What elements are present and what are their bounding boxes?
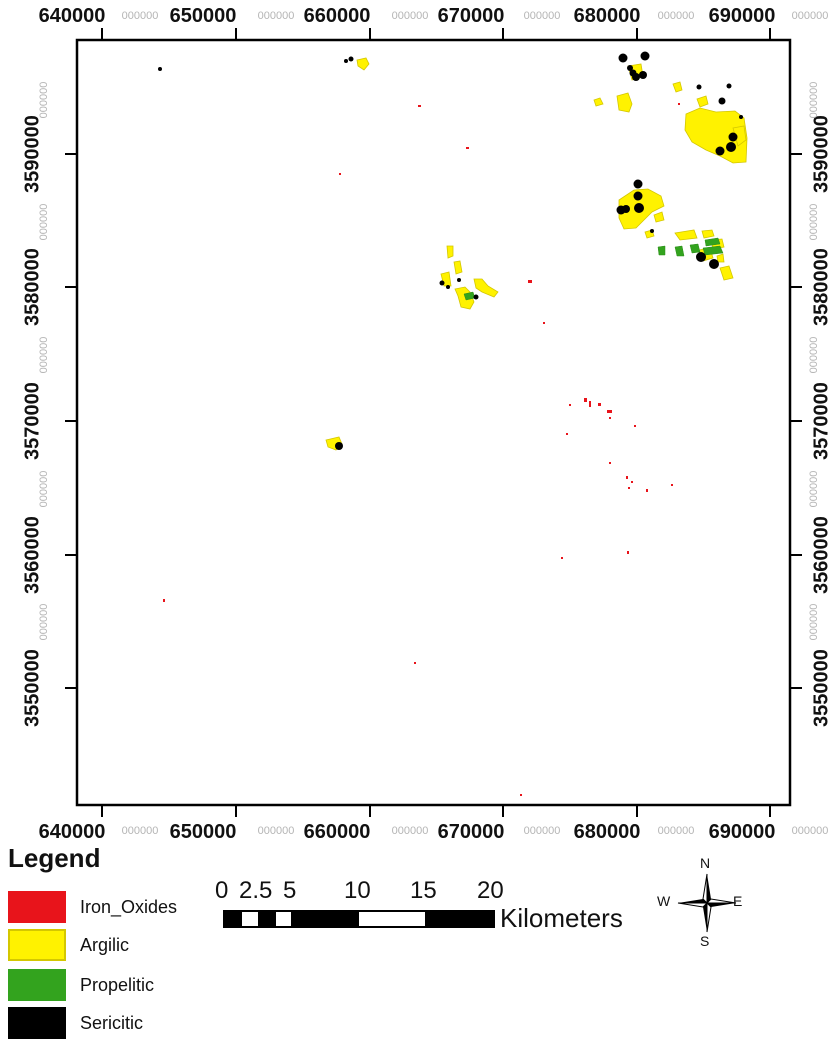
north-arrow-n: N [700,855,711,871]
iron-oxide-zones [163,103,680,796]
y-tick-left-4: 3550000 [21,649,43,727]
y-minor-left-4: 000000 [38,604,50,641]
y-minor-left-0: 000000 [38,82,50,119]
map-border [75,38,792,807]
x-tick-bottom-2: 660000 [304,821,371,843]
y-axis-right: 3590000 3580000 3570000 3560000 3550000 … [808,82,832,727]
x-tick-top-4: 680000 [574,5,641,27]
x-tick-bottom-0: 640000 [39,821,106,843]
x-minor-top-5: 000000 [792,10,829,22]
y-tick-right-2: 3570000 [810,382,832,460]
north-arrow-icon [677,873,737,933]
x-minor-bottom-4: 000000 [658,825,695,837]
y-tick-right-0: 3590000 [810,115,832,193]
x-minor-bottom-0: 000000 [122,825,159,837]
y-minor-left-3: 000000 [38,471,50,508]
x-minor-top-3: 000000 [524,10,561,22]
scale-num-3: 10 [344,877,371,904]
y-tick-left-3: 3560000 [21,516,43,594]
x-tick-bottom-4: 680000 [574,821,641,843]
scale-num-0: 0 [215,877,229,904]
legend-label-sericitic: Sericitic [80,1013,144,1033]
legend-swatch-sericitic [8,1007,66,1039]
propelitic-zones [463,237,724,301]
legend-label-iron-oxides: Iron_Oxides [80,897,178,917]
x-minor-top-4: 000000 [658,10,695,22]
y-axis-left: 3590000 3580000 3570000 3560000 3550000 … [21,82,50,727]
y-tick-left-0: 3590000 [21,115,43,193]
x-axis-bottom: 640000 650000 660000 670000 680000 69000… [39,821,829,843]
tick-marks [65,28,802,817]
scale-num-1: 2.5 [239,877,273,904]
y-tick-right-1: 3580000 [810,248,832,326]
y-minor-left-2: 000000 [38,337,50,374]
x-minor-bottom-1: 000000 [258,825,295,837]
x-tick-top-3: 670000 [438,5,505,27]
x-minor-bottom-3: 000000 [524,825,561,837]
scale-num-5: 20 [477,877,504,904]
legend-item-argilic: Argilic [8,929,208,963]
x-tick-top-0: 640000 [39,5,106,27]
scale-num-4: 15 [410,877,437,904]
x-tick-bottom-5: 690000 [709,821,776,843]
legend-item-propelitic: Propelitic [8,969,208,1003]
x-minor-bottom-5: 000000 [792,825,829,837]
x-tick-bottom-1: 650000 [170,821,237,843]
north-arrow-w: W [657,893,671,909]
legend-label-argilic: Argilic [80,935,130,955]
north-arrow-s: S [700,933,710,949]
x-minor-bottom-2: 000000 [392,825,429,837]
legend-swatch-propelitic [8,969,66,1001]
x-tick-top-5: 690000 [709,5,776,27]
y-tick-right-4: 3550000 [810,649,832,727]
legend-item-iron-oxides: Iron_Oxides [8,891,208,925]
scale-bar [223,910,495,928]
map-frame: 640000 650000 660000 670000 680000 69000… [21,5,832,843]
y-minor-right-1: 000000 [808,204,820,241]
scale-unit: Kilometers [500,903,623,933]
y-minor-right-4: 000000 [808,604,820,641]
y-tick-left-1: 3580000 [21,248,43,326]
legend-item-sericitic: Sericitic [8,1007,208,1041]
y-tick-left-2: 3570000 [21,382,43,460]
y-minor-right-2: 000000 [808,337,820,374]
legend-label-propelitic: Propelitic [80,975,155,995]
x-tick-bottom-3: 670000 [438,821,505,843]
x-axis-top: 640000 650000 660000 670000 680000 69000… [39,5,829,27]
x-minor-top-0: 000000 [122,10,159,22]
sericitic-zones [158,51,743,450]
x-minor-top-2: 000000 [392,10,429,22]
y-tick-right-3: 3560000 [810,516,832,594]
scale-num-2: 5 [283,877,297,904]
y-minor-right-0: 000000 [808,82,820,119]
x-tick-top-2: 660000 [304,5,371,27]
x-minor-top-1: 000000 [258,10,295,22]
legend-title: Legend [8,843,101,873]
north-arrow-e: E [733,893,743,909]
y-minor-right-3: 000000 [808,471,820,508]
y-minor-left-1: 000000 [38,204,50,241]
legend-swatch-argilic [8,929,66,961]
x-tick-top-1: 650000 [170,5,237,27]
legend-swatch-iron-oxides [8,891,66,923]
